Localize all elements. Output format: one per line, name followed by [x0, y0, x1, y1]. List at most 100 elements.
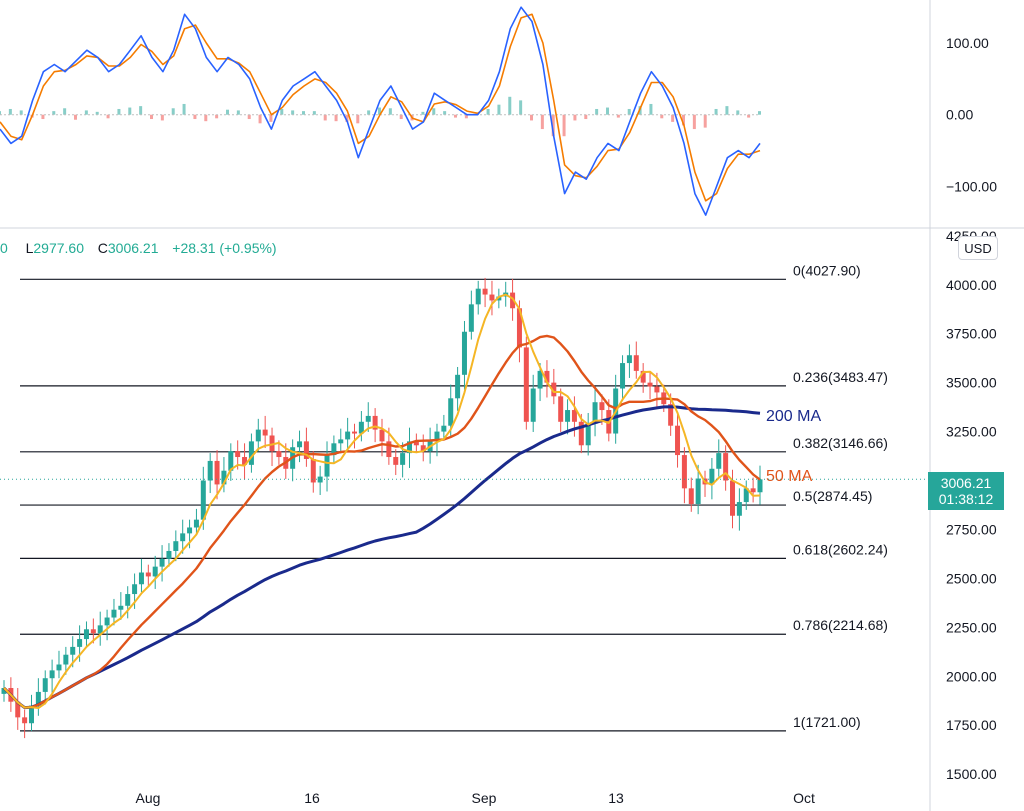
osc-histogram-bar	[323, 114, 327, 121]
osc-histogram-bar	[345, 114, 349, 122]
candle-body	[262, 429, 268, 436]
candle-body	[386, 441, 392, 458]
price-tick-label: 2000.00	[946, 668, 997, 684]
osc-fast-line	[0, 6, 761, 216]
candle-body	[132, 584, 138, 595]
osc-histogram-bar	[616, 114, 620, 118]
osc-histogram-bar	[280, 108, 284, 115]
candle-body	[173, 541, 179, 551]
short-ma-line	[3, 293, 761, 709]
candle-body	[681, 455, 687, 489]
candle-body	[15, 701, 21, 718]
candle-body	[585, 423, 591, 446]
candle-body	[695, 478, 701, 504]
osc-signal-line	[0, 13, 761, 202]
candle-body	[358, 421, 364, 434]
candle-body	[221, 470, 227, 485]
candle-body	[516, 308, 522, 348]
candle-body	[393, 457, 399, 465]
candle-body	[22, 717, 28, 724]
candle-body	[633, 355, 639, 371]
osc-histogram-bar	[562, 114, 566, 137]
osc-histogram-bar	[258, 114, 262, 124]
ma50-line	[3, 334, 761, 709]
candle-body	[276, 451, 282, 458]
osc-histogram-bar	[139, 106, 143, 115]
osc-histogram-bar	[84, 110, 88, 115]
price-tick-label: 3500.00	[946, 375, 997, 391]
candle-body	[152, 566, 158, 577]
candle-body	[372, 415, 378, 430]
x-tick-label: Oct	[793, 790, 815, 806]
candle-body	[166, 550, 172, 559]
candle-body	[620, 363, 626, 389]
ohlc-legend: 0 L2977.60 C3006.21 +28.31 (+0.95%)	[0, 240, 277, 256]
candle-body	[118, 605, 124, 610]
osc-histogram-bar	[703, 114, 707, 128]
candle-body	[654, 386, 660, 393]
candle-body	[125, 594, 131, 606]
ohlc-low-label: L	[25, 240, 34, 256]
osc-histogram-bar	[150, 114, 153, 120]
osc-histogram-bar	[378, 107, 381, 115]
osc-histogram-bar	[497, 104, 501, 115]
candle-body	[269, 435, 275, 452]
osc-histogram-bar	[236, 110, 240, 115]
candle-body	[35, 691, 41, 706]
osc-histogram-bar	[714, 108, 718, 115]
osc-histogram-bar	[63, 108, 67, 115]
candle-body	[757, 479, 763, 493]
candle-body	[530, 388, 536, 422]
osc-histogram-bar	[193, 114, 197, 120]
candle-body	[379, 429, 385, 442]
candle-body	[255, 429, 261, 442]
price-tick-label: 2500.00	[946, 570, 997, 586]
candle-body	[461, 331, 467, 375]
x-tick-label: 13	[608, 790, 624, 806]
ohlc-close-value: 3006.21	[107, 240, 159, 256]
currency-button[interactable]: USD	[958, 236, 998, 260]
candle-body	[235, 451, 241, 458]
osc-histogram-bar	[41, 114, 45, 120]
candle-body	[565, 410, 571, 422]
candle-body	[338, 439, 344, 444]
osc-histogram-bar	[747, 114, 751, 118]
osc-histogram-bar	[182, 103, 186, 115]
candle-body	[510, 292, 516, 309]
candle-body	[97, 625, 103, 634]
osc-histogram-bar	[454, 114, 457, 118]
osc-histogram-bar	[573, 114, 577, 121]
candle-body	[688, 488, 694, 504]
candle-body	[736, 502, 742, 516]
ma200-label: 200 MA	[766, 408, 821, 425]
osc-tick-label: 0.00	[946, 107, 973, 123]
candle-body	[228, 451, 234, 471]
osc-histogram-bar	[269, 114, 273, 122]
osc-histogram-bar	[226, 109, 229, 115]
price-tick-label: 3250.00	[946, 424, 997, 440]
osc-tick-label: −100.00	[946, 178, 997, 194]
osc-histogram-bar	[519, 100, 523, 115]
last-price-label: 3006.21 01:38:12	[928, 472, 1004, 510]
osc-histogram-bar	[508, 96, 512, 115]
candle-body	[187, 527, 193, 534]
osc-histogram-bar	[682, 114, 685, 126]
candle-body	[523, 347, 529, 422]
osc-histogram-bar	[551, 114, 555, 137]
price-tick-label: 3750.00	[946, 326, 997, 342]
fib-level-label: 0(4027.90)	[793, 262, 861, 278]
x-tick-label: Aug	[136, 790, 161, 806]
ohlc-close-label: C	[97, 240, 108, 256]
candle-body	[159, 558, 165, 567]
candle-body	[297, 441, 303, 448]
candle-body	[77, 639, 83, 647]
price-tick-label: 1750.00	[946, 717, 997, 733]
candle-body	[730, 480, 736, 516]
osc-histogram-bar	[627, 108, 631, 115]
candle-body	[70, 646, 76, 655]
osc-histogram-bar	[443, 111, 447, 115]
candle-body	[578, 421, 584, 446]
osc-histogram-bar	[432, 108, 436, 115]
fib-level-label: 0.786(2214.68)	[793, 617, 888, 633]
